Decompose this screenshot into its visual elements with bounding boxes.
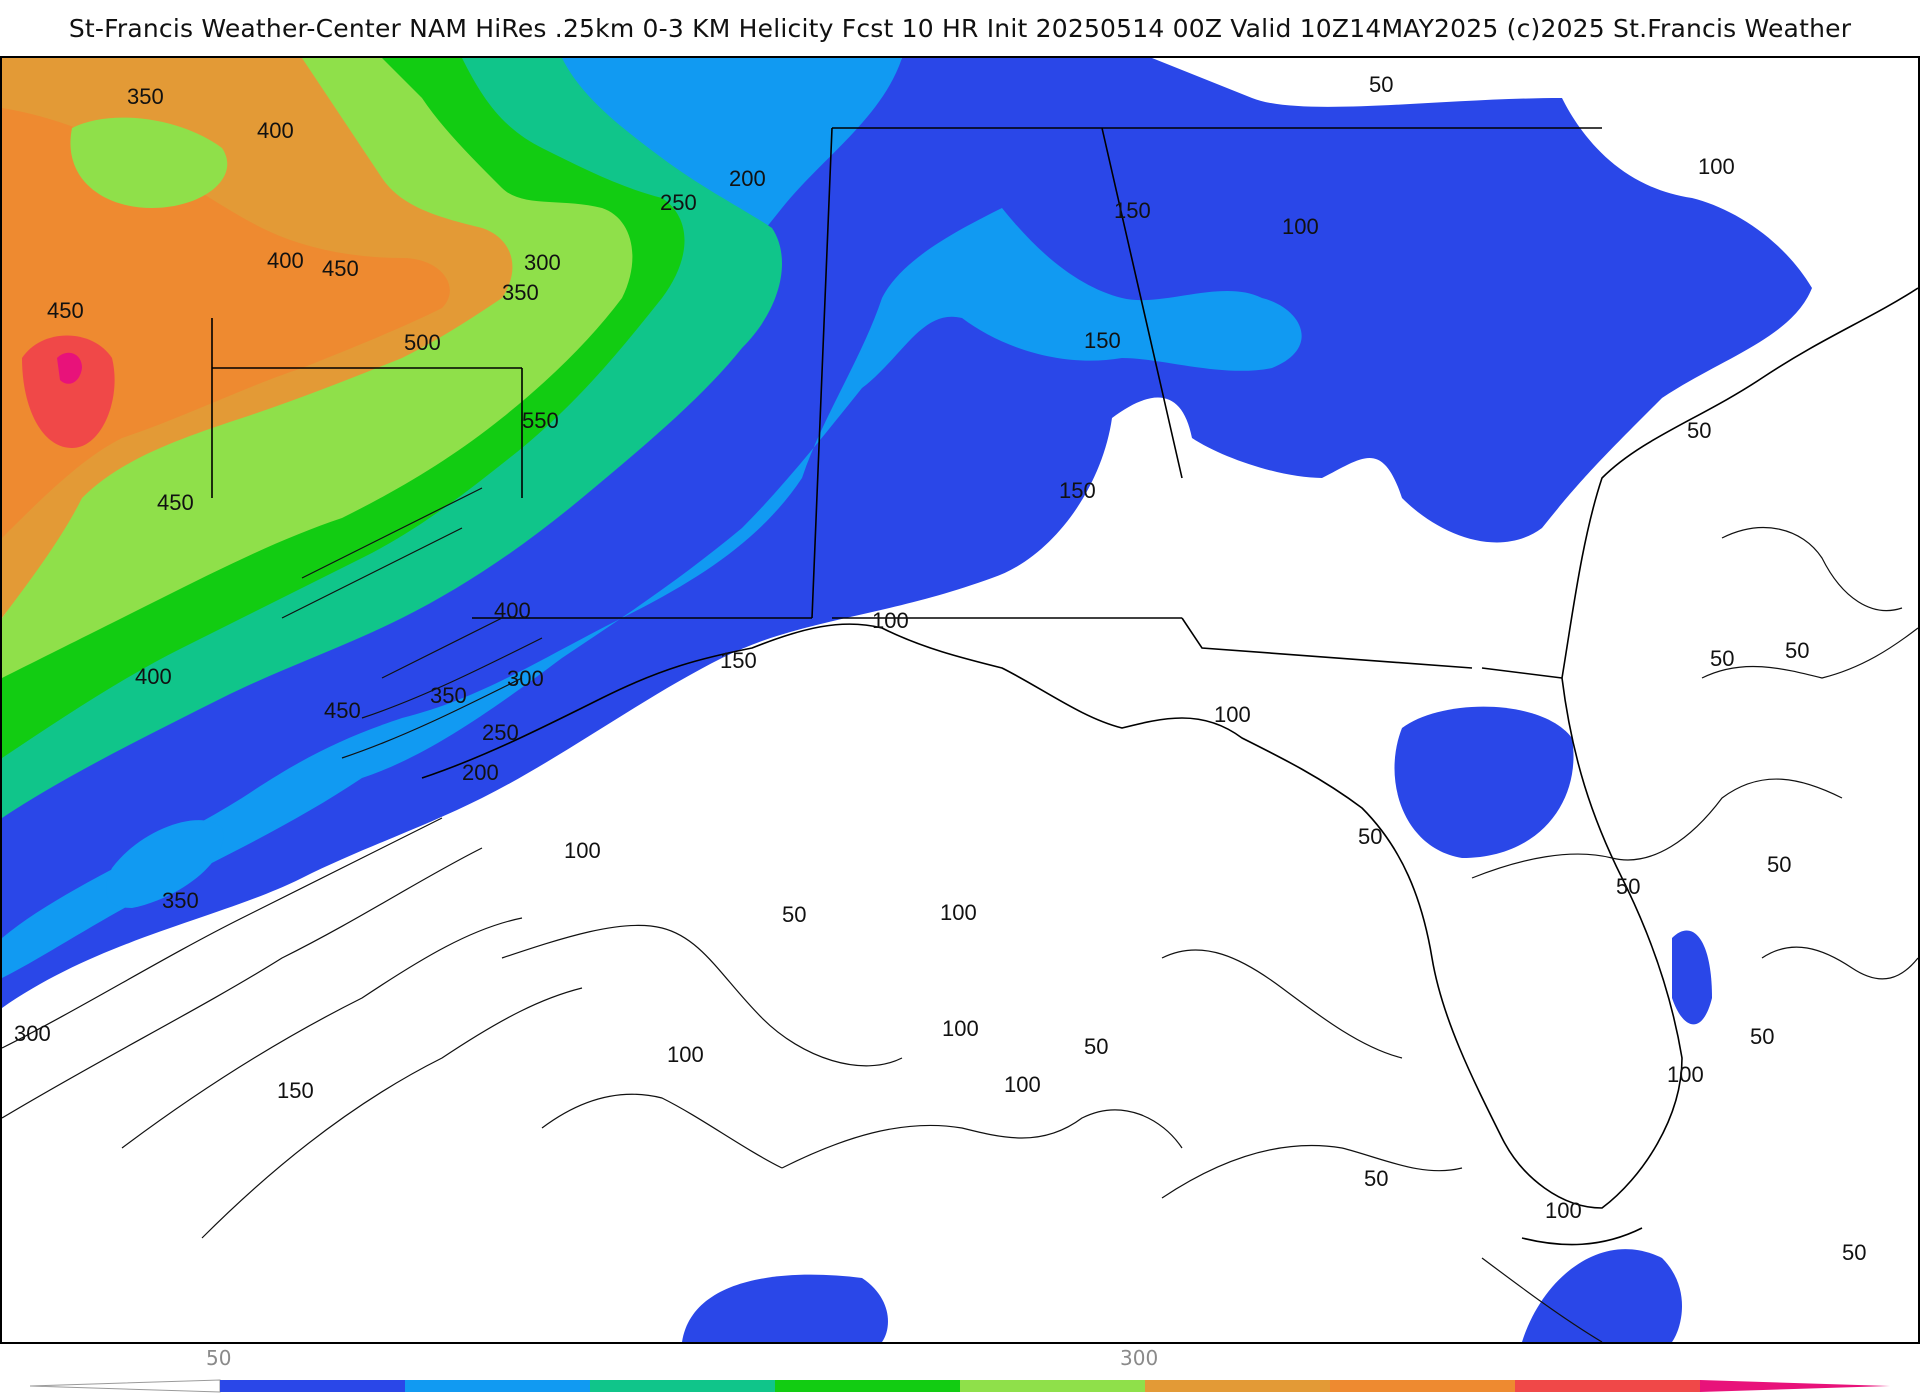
colorbar-segments	[220, 1380, 1701, 1392]
fill-red-core	[22, 335, 115, 448]
contour-label: 550	[522, 408, 559, 433]
colorbar-tick-label: 300	[1120, 1346, 1159, 1370]
fill-blue-georgia	[1394, 706, 1574, 858]
contour-label: 50	[1369, 72, 1393, 97]
contour-label: 150	[720, 648, 757, 673]
contour-label: 300	[524, 250, 561, 275]
coastline	[421, 287, 1918, 1209]
contour-label: 400	[135, 664, 172, 689]
contour-label: 450	[47, 298, 84, 323]
contour-label: 100	[1004, 1072, 1041, 1097]
fill-magenta-core	[57, 352, 82, 384]
helicity-map: 350 400 400 450 450 500 450 300 350 250 …	[0, 56, 1920, 1344]
contour-label: 50	[1710, 646, 1734, 671]
colorbar-segment	[590, 1380, 776, 1392]
contour-label: 150	[1114, 198, 1151, 223]
contour-label: 50	[1687, 418, 1711, 443]
contour-label: 100	[1214, 702, 1251, 727]
contour-label: 150	[1059, 478, 1096, 503]
contour-labels: 350 400 400 450 450 500 450 300 350 250 …	[14, 72, 1866, 1265]
contour-label: 350	[502, 280, 539, 305]
fill-lightblue-band	[2, 208, 1302, 978]
contour-label: 50	[1767, 852, 1791, 877]
contour-label: 50	[1785, 638, 1809, 663]
fill-green-patch	[70, 117, 228, 208]
colorbar-tick-label: 50	[206, 1346, 232, 1370]
colorbar-segment	[960, 1380, 1146, 1392]
map-title: St-Francis Weather-Center NAM HiRes .25k…	[68, 14, 1852, 43]
contour-label: 500	[404, 330, 441, 355]
contour-label: 100	[1667, 1062, 1704, 1087]
contour-label: 450	[324, 698, 361, 723]
contour-label: 100	[564, 838, 601, 863]
colorbar-segment	[1145, 1380, 1331, 1392]
contour-label: 350	[162, 888, 199, 913]
contour-label: 200	[729, 166, 766, 191]
colorbar-left-arrow	[30, 1379, 221, 1393]
contour-label: 150	[1084, 328, 1121, 353]
contour-label: 100	[940, 900, 977, 925]
colorbar-segment	[405, 1380, 591, 1392]
contour-layer	[2, 487, 1918, 1342]
contour-label: 200	[462, 760, 499, 785]
contour-label: 100	[942, 1016, 979, 1041]
fill-blue-gulf	[682, 1274, 888, 1342]
contour-label: 450	[322, 256, 359, 281]
contour-label: 50	[1364, 1166, 1388, 1191]
peninsula-tip	[1521, 1227, 1643, 1246]
contour-label: 300	[14, 1021, 51, 1046]
contour-label: 450	[157, 490, 194, 515]
colorbar-segment	[775, 1380, 961, 1392]
contour-label: 350	[127, 84, 164, 109]
contour-label: 50	[1750, 1024, 1774, 1049]
colorbar-right-arrow	[1700, 1380, 1890, 1392]
contour-label: 150	[277, 1078, 314, 1103]
contour-label: 400	[257, 118, 294, 143]
fill-blue-band	[2, 58, 1812, 1008]
colorbar-segment	[220, 1380, 406, 1392]
contour-label: 300	[507, 666, 544, 691]
fill-darkorange-core	[2, 108, 450, 538]
contour-label: 100	[872, 608, 909, 633]
contour-label: 100	[667, 1042, 704, 1067]
helicity-fill-layer	[2, 58, 1812, 1342]
state-border-north	[211, 127, 1602, 679]
contour-label: 100	[1698, 154, 1735, 179]
contour-label: 400	[267, 248, 304, 273]
contour-label: 50	[1616, 874, 1640, 899]
contour-label: 250	[660, 190, 697, 215]
contour-label: 100	[1282, 214, 1319, 239]
contour-label: 50	[1842, 1240, 1866, 1265]
boundary-layer	[211, 127, 1918, 1246]
contour-label: 250	[482, 720, 519, 745]
contour-label: 50	[782, 902, 806, 927]
contour-label: 350	[430, 683, 467, 708]
colorbar-segment	[1330, 1380, 1516, 1392]
colorbar-segment	[1515, 1380, 1701, 1392]
fill-blue-keys	[1522, 1249, 1682, 1342]
contour-label: 100	[1545, 1198, 1582, 1223]
colorbar	[30, 1379, 1890, 1393]
contour-label: 50	[1358, 824, 1382, 849]
contour-label: 400	[494, 598, 531, 623]
fill-blue-east	[1672, 930, 1712, 1025]
contour-label: 50	[1084, 1034, 1108, 1059]
fill-lightblue-oval	[106, 820, 224, 908]
